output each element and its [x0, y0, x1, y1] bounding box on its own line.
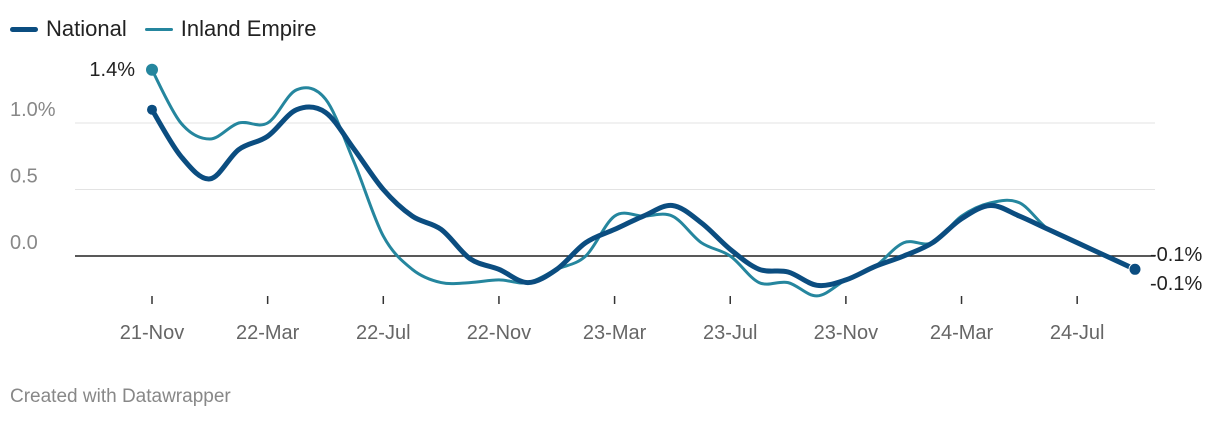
- start-point-inland-empire: [146, 63, 158, 76]
- legend-swatch-national: [10, 26, 38, 32]
- series-line-inland-empire: [150, 68, 1137, 298]
- credit: Created with Datawrapper: [10, 386, 231, 407]
- x-tick-label: 23-Nov: [814, 322, 878, 344]
- legend-label-national: National: [46, 16, 127, 41]
- start-point-national: [147, 104, 157, 115]
- legend-swatch-inland-empire: [144, 27, 173, 31]
- x-tick-label: 21-Nov: [120, 322, 184, 344]
- x-tick-label: 24-Jul: [1050, 322, 1104, 344]
- legend-item-inland-empire[interactable]: Inland Empire: [144, 16, 317, 42]
- y-tick-label: 0.5: [10, 166, 38, 188]
- series-line-national: [149, 104, 1138, 289]
- end-label-inland-empire: -0.1%: [1150, 273, 1202, 295]
- legend: National Inland Empire: [10, 16, 334, 42]
- x-tick-label: 22-Jul: [356, 322, 410, 344]
- y-tick-label: 1.0%: [10, 99, 56, 121]
- start-label-inland-empire: 1.4%: [89, 59, 135, 81]
- y-tick-label: 0.0: [10, 232, 38, 254]
- x-tick-label: 22-Mar: [236, 322, 300, 344]
- end-label-national: -0.1%: [1150, 244, 1202, 266]
- x-tick-label: 23-Mar: [583, 322, 647, 344]
- legend-label-inland-empire: Inland Empire: [180, 16, 317, 41]
- x-tick-label: 24-Mar: [930, 322, 994, 344]
- legend-item-national[interactable]: National: [10, 16, 127, 42]
- line-chart: 1.0% 0.5 0.0 21-Nov 22-Mar 22-Jul 22-Nov 23-Mar…: [10, 59, 1202, 344]
- end-point-national: [1128, 262, 1142, 276]
- x-tick-label: 22-Nov: [467, 322, 531, 344]
- x-tick-label: 23-Jul: [703, 322, 757, 344]
